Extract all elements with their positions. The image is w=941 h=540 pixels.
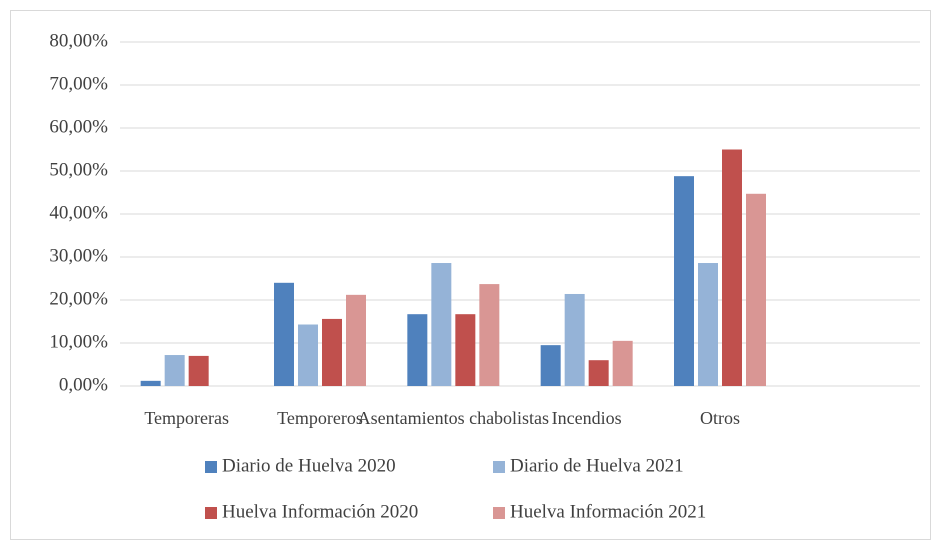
bar	[588, 360, 609, 386]
bar	[164, 355, 185, 386]
bar	[540, 345, 561, 386]
legend-swatch	[205, 461, 217, 473]
legend-swatch	[493, 461, 505, 473]
y-tick-label: 20,00%	[49, 288, 108, 309]
bar	[455, 314, 476, 386]
bar	[346, 294, 366, 386]
bar	[274, 282, 294, 386]
bar	[407, 314, 428, 386]
bar	[674, 176, 694, 386]
bar	[746, 193, 766, 386]
chart-frame	[10, 10, 931, 540]
legend-label: Huelva Información 2021	[510, 501, 706, 522]
bar	[431, 263, 452, 386]
y-tick-label: 10,00%	[49, 331, 108, 352]
bar	[612, 340, 633, 386]
y-tick-label: 0,00%	[59, 374, 108, 395]
y-tick-label: 40,00%	[49, 202, 108, 223]
legend-swatch	[493, 507, 505, 519]
x-tick-label: Temporeros	[277, 408, 363, 428]
bar	[322, 318, 342, 386]
bar	[722, 149, 742, 386]
x-tick-label: Incendios	[552, 408, 622, 428]
bar	[140, 380, 161, 386]
y-tick-label: 50,00%	[49, 159, 108, 180]
bar	[188, 355, 209, 386]
bar	[698, 263, 718, 386]
x-tick-label: Asentamientos chabolistas	[358, 408, 549, 428]
x-tick-label: Temporeras	[144, 408, 229, 428]
bar	[564, 293, 585, 386]
y-tick-label: 80,00%	[49, 30, 108, 51]
y-tick-label: 60,00%	[49, 116, 108, 137]
x-tick-label: Otros	[700, 408, 740, 428]
bar	[298, 324, 318, 386]
y-tick-label: 70,00%	[49, 73, 108, 94]
y-tick-label: 30,00%	[49, 245, 108, 266]
bar	[479, 284, 500, 386]
legend-label: Huelva Información 2020	[222, 501, 418, 522]
legend-swatch	[205, 507, 217, 519]
legend-label: Diario de Huelva 2020	[222, 455, 396, 476]
legend-label: Diario de Huelva 2021	[510, 455, 684, 476]
